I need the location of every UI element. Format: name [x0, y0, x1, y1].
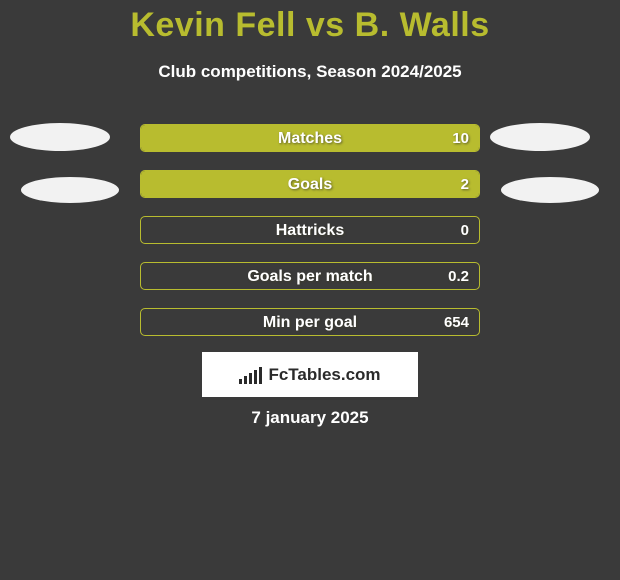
- stat-bar-value: 10: [452, 125, 469, 152]
- stat-bar-label: Goals: [141, 171, 479, 198]
- stat-bar-row: Goals2: [140, 170, 480, 198]
- logo-text: FcTables.com: [268, 365, 380, 385]
- logo-bars-icon: [239, 366, 262, 384]
- stat-bar-row: Goals per match0.2: [140, 262, 480, 290]
- stat-bar-value: 0.2: [448, 263, 469, 290]
- logo-box: FcTables.com: [202, 352, 418, 397]
- stat-bar-label: Min per goal: [141, 309, 479, 336]
- generation-date: 7 january 2025: [0, 408, 620, 428]
- page-subtitle: Club competitions, Season 2024/2025: [0, 62, 620, 82]
- page-title: Kevin Fell vs B. Walls: [0, 6, 620, 45]
- stat-bar-row: Matches10: [140, 124, 480, 152]
- stat-bar-label: Matches: [141, 125, 479, 152]
- stat-bar-value: 2: [461, 171, 469, 198]
- comparison-infographic: Kevin Fell vs B. Walls Club competitions…: [0, 0, 620, 580]
- stat-bar-label: Hattricks: [141, 217, 479, 244]
- stat-bar-label: Goals per match: [141, 263, 479, 290]
- stat-bar-value: 654: [444, 309, 469, 336]
- stat-bars: Matches10 Goals2 Hattricks0 Goals per match…: [0, 124, 620, 354]
- stat-bar-row: Min per goal654: [140, 308, 480, 336]
- stat-bar-row: Hattricks0: [140, 216, 480, 244]
- stat-bar-value: 0: [461, 217, 469, 244]
